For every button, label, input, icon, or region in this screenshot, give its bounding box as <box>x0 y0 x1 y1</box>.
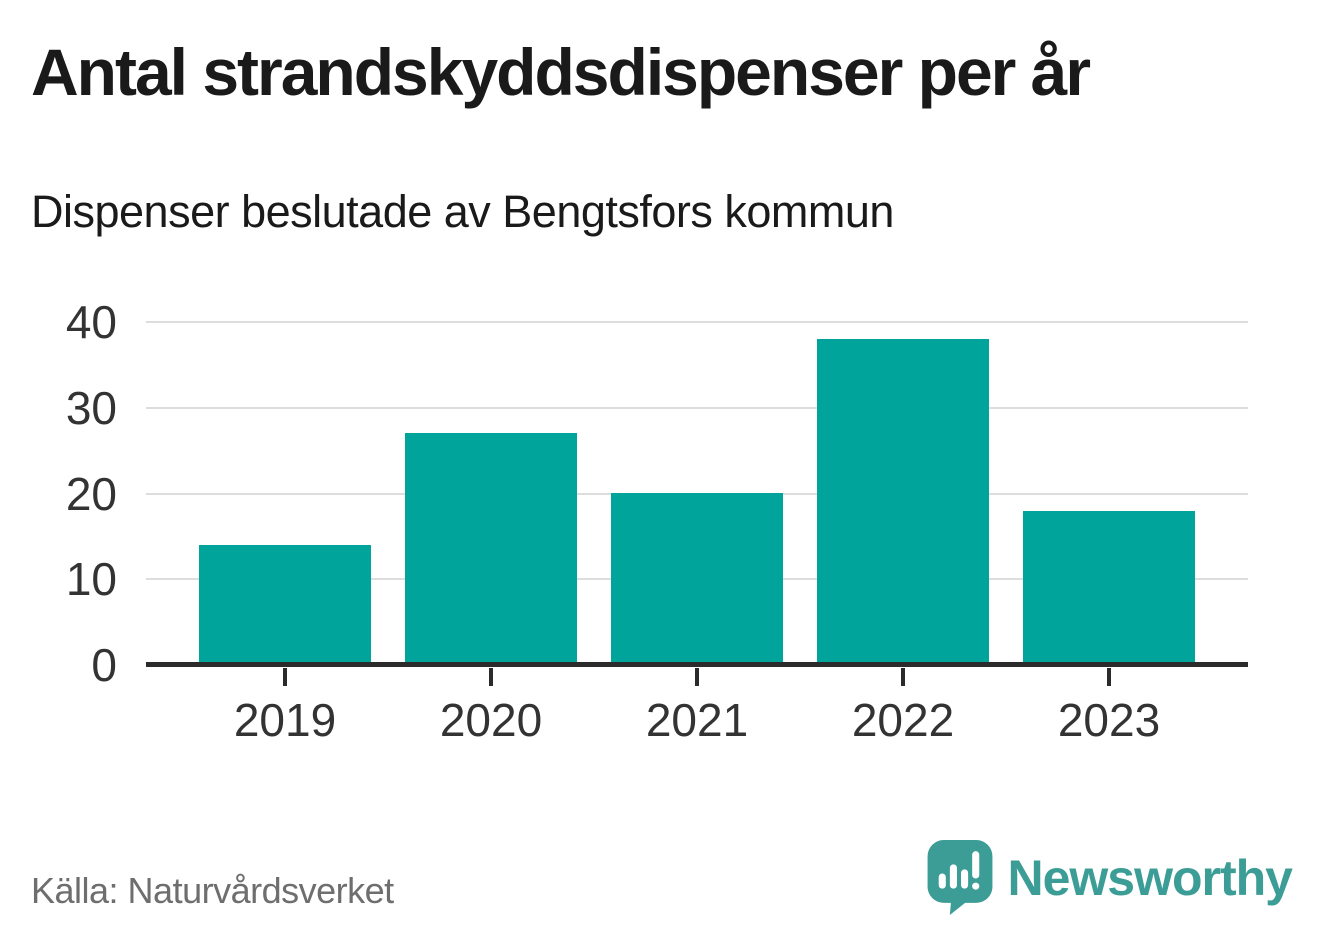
x-axis-label-2019: 2019 <box>233 694 337 746</box>
x-axis-label-2021: 2021 <box>645 694 749 746</box>
bar-2023 <box>1023 511 1195 665</box>
gridline-40 <box>146 321 1248 323</box>
y-axis-label-0: 0 <box>91 639 117 691</box>
newsworthy-logo: Newsworthy <box>927 840 1293 915</box>
bar-2020 <box>405 433 577 665</box>
bar-2019 <box>199 545 371 665</box>
newsworthy-speech-bubble-icon <box>928 840 993 915</box>
page-subtitle: Dispenser beslutade av Bengtsfors kommun <box>31 186 894 237</box>
x-axis-tick-2022 <box>901 668 905 686</box>
y-axis-label-40: 40 <box>65 296 117 348</box>
bar-2022 <box>817 339 989 665</box>
x-axis-label-2022: 2022 <box>851 694 955 746</box>
x-axis-label-2020: 2020 <box>439 694 543 746</box>
page-title: Antal strandskyddsdispenser per år <box>31 35 1091 109</box>
y-axis-label-20: 20 <box>65 467 117 520</box>
bar-chart-plot-area: 0 10 20 30 40 2019 2020 2021 2022 2023 <box>66 296 1248 746</box>
y-axis-label-10: 10 <box>65 553 117 606</box>
x-axis-tick-2021 <box>695 668 699 686</box>
x-axis-tick-2023 <box>1107 668 1111 686</box>
x-axis-tick-2020 <box>489 668 493 686</box>
gridline-30 <box>146 406 1248 409</box>
y-axis-label-30: 30 <box>65 381 117 434</box>
source-caption: Källa: Naturvårdsverket <box>31 870 394 911</box>
newsworthy-wordmark: Newsworthy <box>1007 849 1293 906</box>
x-axis-tick-2019 <box>283 668 287 686</box>
x-axis-label-2023: 2023 <box>1057 694 1161 746</box>
x-axis-line <box>146 662 1248 667</box>
bar-2021 <box>611 493 783 665</box>
